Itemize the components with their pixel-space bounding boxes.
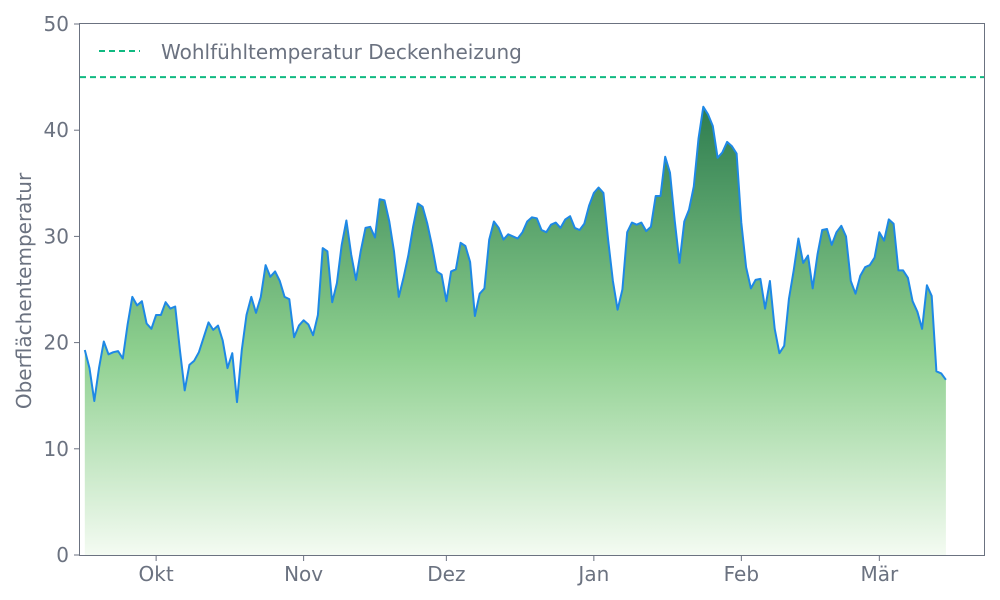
x-tick-label: Feb	[724, 562, 759, 586]
area-fill	[84, 106, 946, 556]
legend-label: Wohlfühltemperatur Deckenheizung	[161, 40, 522, 64]
y-axis: 0 10 20 30 40 50	[44, 12, 80, 567]
x-tick-label: Okt	[139, 562, 174, 586]
y-tick-label: 30	[44, 224, 69, 248]
y-axis-title: Oberflächentemperatur	[12, 172, 36, 409]
plot-frame	[79, 23, 985, 556]
y-tick-label: 20	[44, 331, 69, 355]
y-tick-label: 50	[44, 12, 69, 36]
x-tick-label: Nov	[284, 562, 323, 586]
legend: Wohlfühltemperatur Deckenheizung	[99, 40, 522, 64]
plot-area	[80, 76, 984, 556]
x-tick-label: Dez	[427, 562, 465, 586]
x-tick-label: Jan	[576, 562, 609, 586]
temperature-line	[83, 105, 947, 404]
y-tick-label: 0	[56, 543, 69, 567]
x-axis: Okt Nov Dez Jan Feb Mär	[139, 555, 899, 586]
y-tick-label: 10	[44, 437, 69, 461]
x-tick-label: Mär	[860, 562, 899, 586]
y-tick-label: 40	[44, 118, 69, 142]
